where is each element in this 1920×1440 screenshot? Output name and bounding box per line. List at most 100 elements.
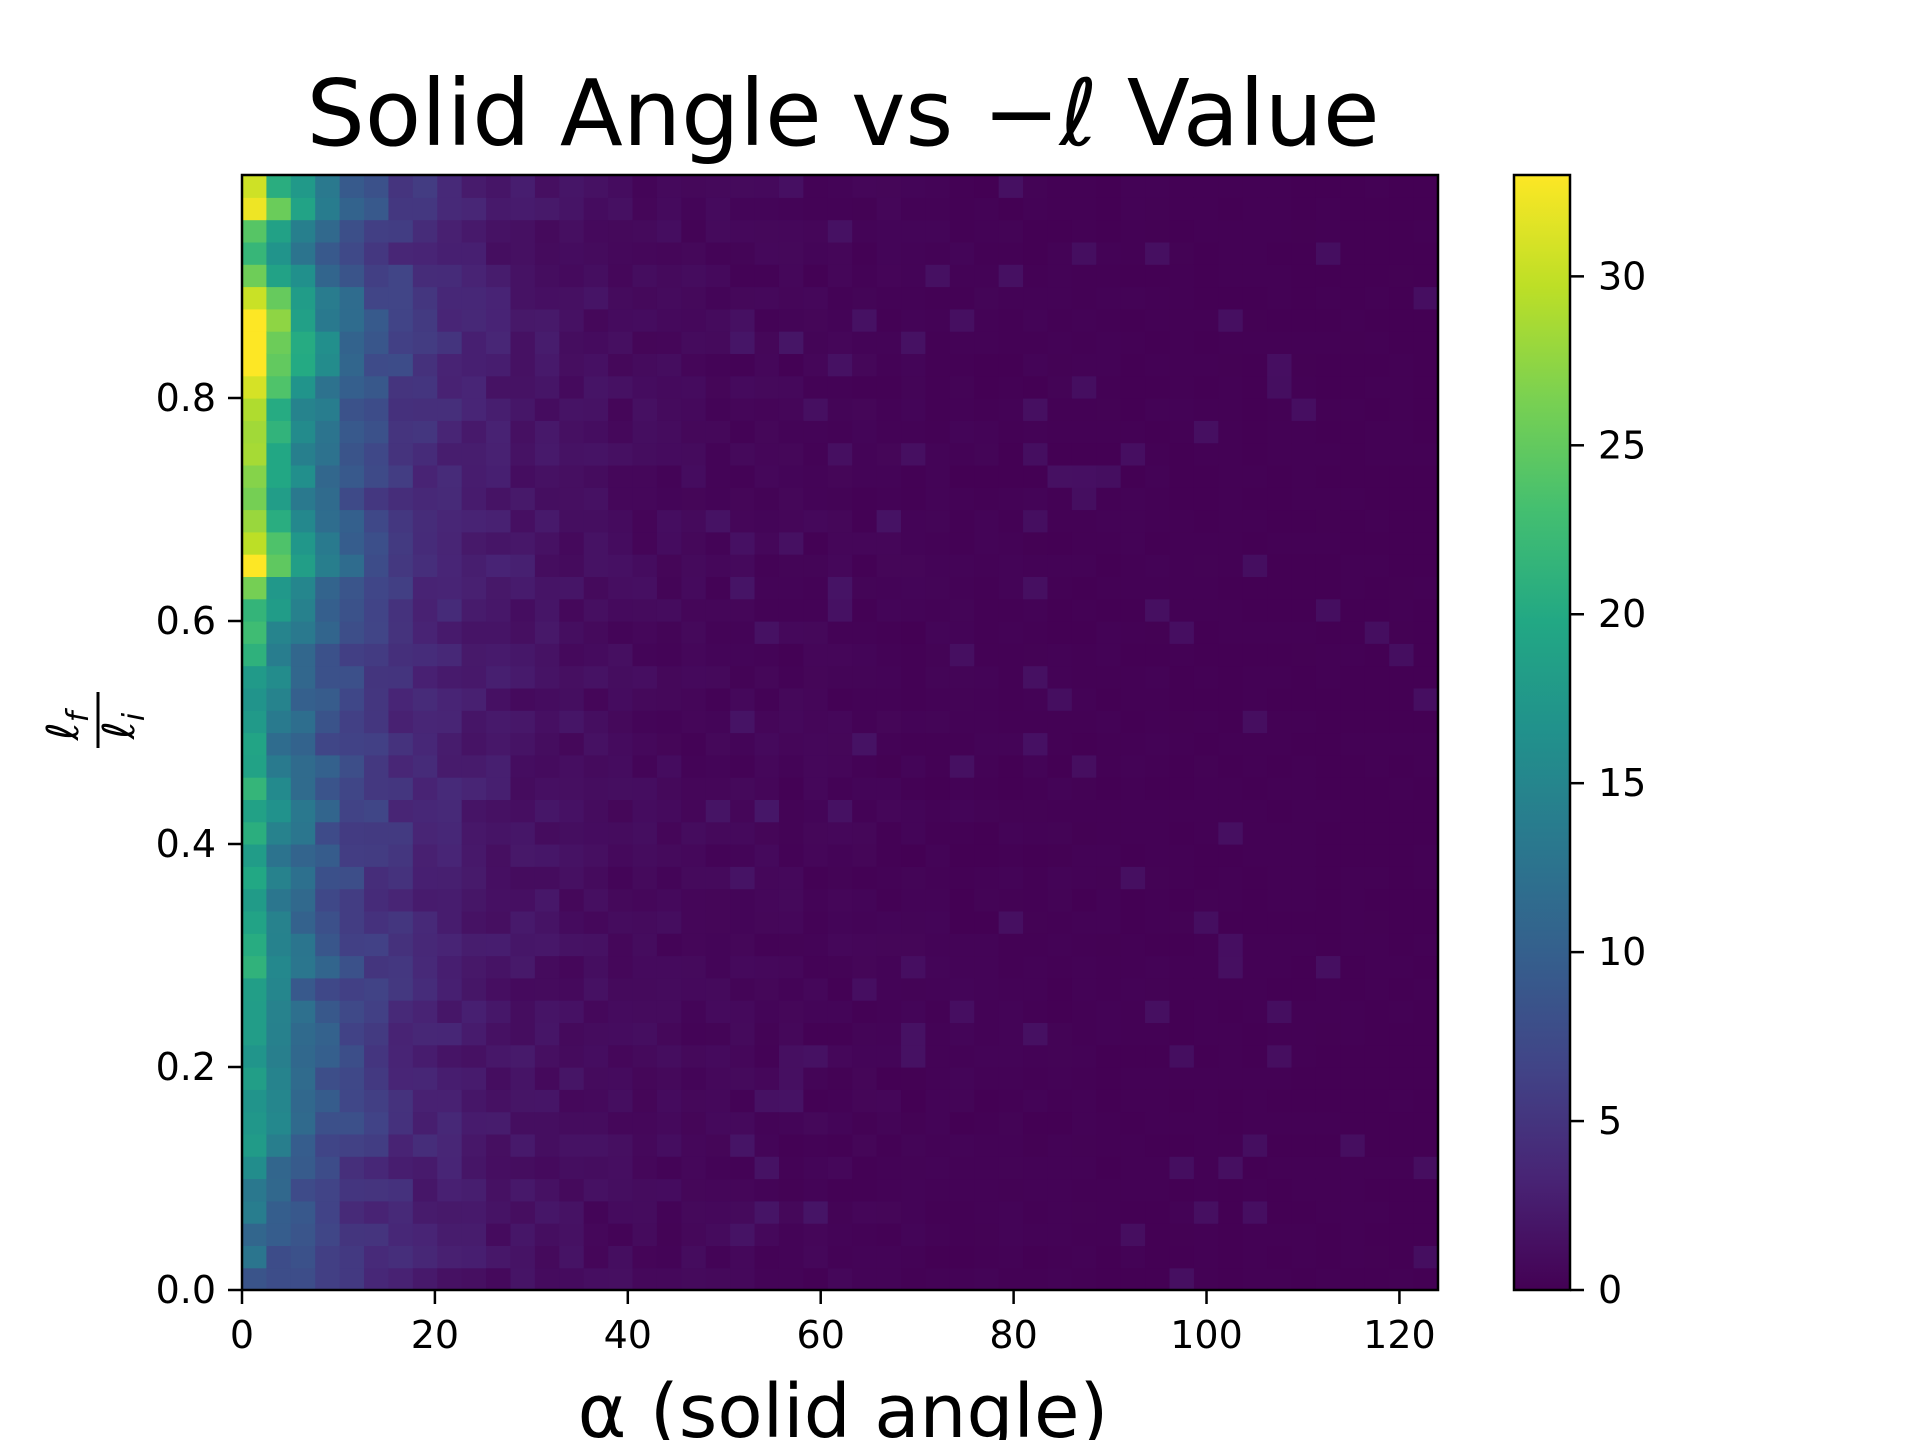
heatmap-cell xyxy=(852,509,878,533)
heatmap-cell xyxy=(998,710,1024,734)
heatmap-cell xyxy=(1218,598,1244,622)
heatmap-cell xyxy=(632,219,658,243)
heatmap-cell xyxy=(388,754,414,778)
heatmap-cell xyxy=(266,197,292,221)
heatmap-cell xyxy=(1218,1067,1244,1090)
heatmap-cell xyxy=(1340,398,1366,421)
heatmap-cell xyxy=(266,1245,292,1269)
heatmap-cell xyxy=(852,933,878,957)
heatmap-cell xyxy=(315,175,341,198)
heatmap-cell xyxy=(364,598,390,622)
heatmap-cell xyxy=(1023,1089,1049,1113)
heatmap-cell xyxy=(632,375,658,399)
heatmap-cell xyxy=(266,1044,292,1068)
heatmap-cell xyxy=(1389,286,1415,310)
heatmap-cell xyxy=(1315,888,1341,912)
heatmap-cell xyxy=(681,175,707,198)
heatmap-cell xyxy=(1413,955,1439,979)
heatmap-cell xyxy=(827,241,853,265)
heatmap-cell xyxy=(1120,1022,1146,1046)
heatmap-cell xyxy=(730,1067,756,1090)
heatmap-cell xyxy=(437,1156,463,1180)
heatmap-cell xyxy=(388,1000,414,1023)
heatmap-cell xyxy=(1315,175,1341,198)
heatmap-cell xyxy=(1169,531,1195,555)
heatmap-cell xyxy=(852,1089,878,1113)
heatmap-cell xyxy=(412,576,438,600)
heatmap-cell xyxy=(730,554,756,577)
heatmap-cell xyxy=(1096,1000,1122,1023)
heatmap-cell xyxy=(1023,821,1049,845)
heatmap-cell xyxy=(1389,732,1415,756)
heatmap-cell xyxy=(1145,754,1171,778)
heatmap-cell xyxy=(1389,821,1415,845)
heatmap-cell xyxy=(827,821,853,845)
heatmap-cell xyxy=(949,241,975,265)
heatmap-cell xyxy=(632,331,658,354)
heatmap-cell xyxy=(510,554,536,577)
heatmap-cell xyxy=(339,1089,365,1113)
heatmap-cell xyxy=(1267,866,1293,890)
heatmap-cell xyxy=(1145,1156,1171,1180)
heatmap-cell xyxy=(1169,1022,1195,1046)
heatmap-cell xyxy=(1364,1111,1390,1135)
heatmap-cell xyxy=(437,687,463,711)
heatmap-cell xyxy=(412,1067,438,1090)
heatmap-cell xyxy=(1315,1067,1341,1090)
heatmap-cell xyxy=(1096,264,1122,288)
heatmap-cell xyxy=(1145,1000,1171,1023)
heatmap-cell xyxy=(364,687,390,711)
heatmap-cell xyxy=(827,576,853,600)
heatmap-cell xyxy=(974,1178,1000,1202)
heatmap-cell xyxy=(608,754,634,778)
heatmap-cell xyxy=(437,442,463,466)
heatmap-cell xyxy=(364,487,390,511)
heatmap-cell xyxy=(852,1133,878,1157)
heatmap-cell xyxy=(1047,1067,1073,1090)
heatmap-cell xyxy=(1315,1200,1341,1224)
heatmap-cell xyxy=(1047,1111,1073,1135)
heatmap-cell xyxy=(1096,420,1122,444)
heatmap-cell xyxy=(486,1000,512,1023)
heatmap-cell xyxy=(998,509,1024,533)
heatmap-cell xyxy=(901,754,927,778)
heatmap-cell xyxy=(1096,866,1122,890)
heatmap-cell xyxy=(437,531,463,555)
heatmap-cell xyxy=(242,821,268,845)
heatmap-cell xyxy=(266,241,292,265)
heatmap-cell xyxy=(608,1044,634,1068)
heatmap-cell xyxy=(1096,643,1122,667)
heatmap-cell xyxy=(632,643,658,667)
heatmap-cell xyxy=(1071,241,1097,265)
heatmap-cell xyxy=(364,977,390,1001)
heatmap-cell xyxy=(1145,621,1171,644)
heatmap-cell xyxy=(461,264,487,288)
heatmap-cell xyxy=(1413,464,1439,488)
heatmap-cell xyxy=(998,1156,1024,1180)
heatmap-cell xyxy=(315,1000,341,1023)
heatmap-cell xyxy=(1267,710,1293,734)
heatmap-cell xyxy=(290,799,316,823)
y-tick-label: 0.2 xyxy=(156,1045,216,1089)
heatmap-cell xyxy=(266,1089,292,1113)
heatmap-cell xyxy=(1120,375,1146,399)
heatmap-cell xyxy=(1169,1156,1195,1180)
heatmap-cell xyxy=(1389,219,1415,243)
heatmap-cell xyxy=(998,799,1024,823)
heatmap-cell xyxy=(852,1200,878,1224)
heatmap-cell xyxy=(486,1267,512,1291)
heatmap-cell xyxy=(730,643,756,667)
heatmap-cell xyxy=(949,754,975,778)
heatmap-cell xyxy=(1413,977,1439,1001)
heatmap-cell xyxy=(583,241,609,265)
heatmap-cell xyxy=(534,844,560,867)
heatmap-cell xyxy=(412,621,438,644)
heatmap-cell xyxy=(949,576,975,600)
heatmap-cell xyxy=(486,219,512,243)
heatmap-cell xyxy=(1193,286,1219,310)
heatmap-cell xyxy=(486,531,512,555)
heatmap-cell xyxy=(1389,331,1415,354)
heatmap-cell xyxy=(1169,1067,1195,1090)
heatmap-cell xyxy=(242,398,268,421)
heatmap-cell xyxy=(998,643,1024,667)
